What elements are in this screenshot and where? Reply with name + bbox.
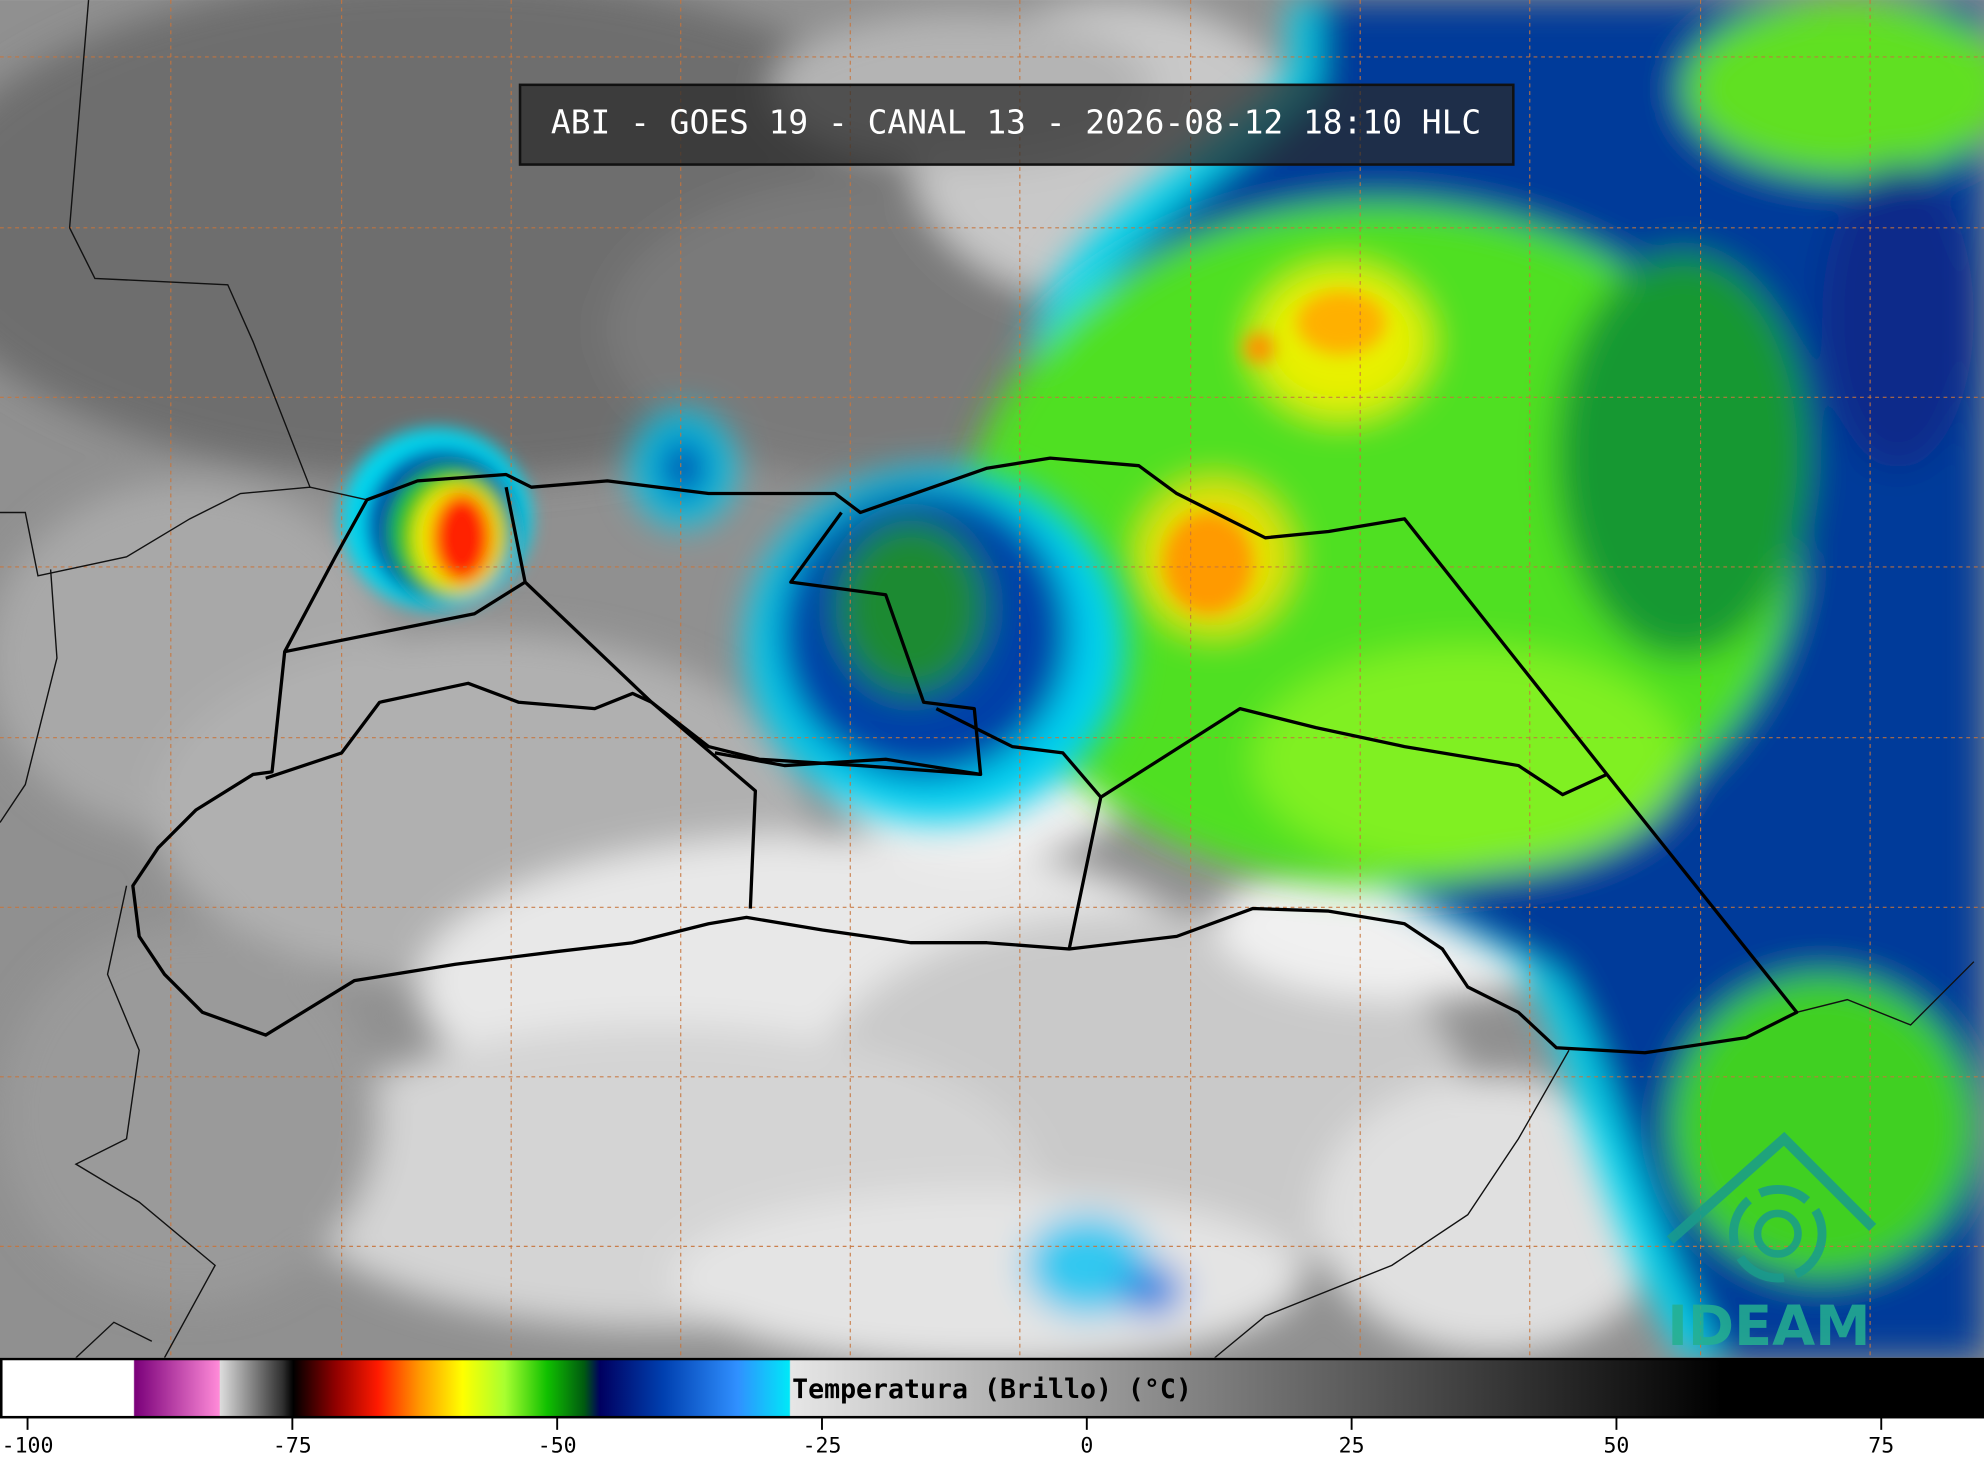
title-box xyxy=(518,83,1515,166)
colorbar xyxy=(0,1357,1984,1419)
tick-label: -50 xyxy=(538,1433,577,1458)
logo-text: IDEAM xyxy=(1667,1294,1870,1359)
tick-label: 0 xyxy=(1080,1433,1093,1458)
colorbar-ticks: -100 -75 -50 -25 0 25 50 75 xyxy=(2,1417,1894,1458)
satellite-image xyxy=(0,0,1984,1358)
tick-label: -25 xyxy=(803,1433,842,1458)
tick-label: 75 xyxy=(1868,1433,1894,1458)
boundaries xyxy=(0,0,1975,1358)
colorbar-label: Temperatura (Brillo) (°C) xyxy=(792,1374,1192,1405)
tick-label: -75 xyxy=(273,1433,312,1458)
title: ABI - GOES 19 - CANAL 13 - 2026-08-12 18… xyxy=(551,103,1481,142)
tick-label: -100 xyxy=(2,1433,54,1458)
tick-label: 25 xyxy=(1339,1433,1365,1458)
tick-label: 50 xyxy=(1603,1433,1629,1458)
logo: IDEAM xyxy=(1666,1131,1877,1359)
